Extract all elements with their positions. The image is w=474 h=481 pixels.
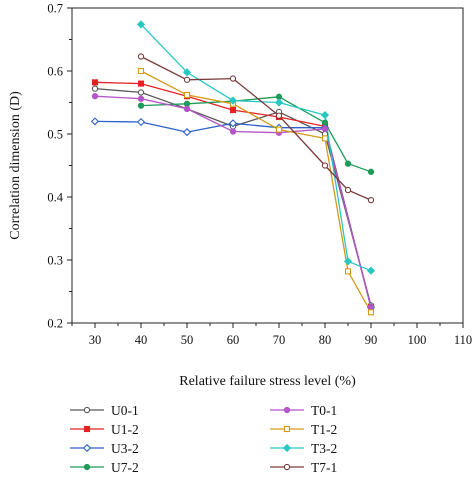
legend-item-u0-1: U0-1 [70,403,139,418]
x-tick-label: 40 [135,333,148,347]
y-axis: 0.2 0.3 0.4 0.5 0.6 0.7 [47,2,72,331]
legend-item-u1-2: U1-2 [70,422,139,437]
plot-frame [71,7,464,324]
data-point-t7-1 [183,76,191,83]
legend-swatch-marker [83,425,91,433]
series-line-t7-1 [140,55,372,201]
x-tick-label: 80 [319,333,332,347]
data-point-t3-2 [343,257,353,266]
x-tick-label: 110 [454,333,472,347]
x-tick-label: 30 [89,333,102,347]
data-point-t3-2 [182,68,192,77]
data-point-t7-1 [344,186,352,194]
legend-label: U3-2 [111,441,139,456]
data-point-t7-1 [321,162,329,169]
y-tick-label: 0.2 [47,317,63,331]
data-point-t7-1 [137,53,145,60]
data-point-t0-1 [137,95,145,102]
y-tick-label: 0.4 [47,191,63,205]
legend-label: U7-2 [111,460,139,475]
data-point-t0-1 [321,125,329,133]
legend-swatch-marker [283,406,291,414]
legend-label: U0-1 [111,403,139,418]
legend-label: T1-2 [311,422,337,437]
plot-series-lines [94,23,372,313]
x-tick-label: 70 [273,333,286,347]
data-point-t0-1 [367,304,375,311]
x-tick-label: 60 [227,333,240,347]
legend-item-t7-1: T7-1 [270,460,337,475]
data-point-t1-2 [367,309,375,316]
legend-item-t0-1: T0-1 [270,403,337,418]
legend-label: T7-1 [311,460,337,475]
data-point-u3-2 [228,119,238,128]
x-tick-label: 100 [408,333,427,347]
data-point-u7-2 [183,100,191,107]
legend: U0-1 U1-2 U3-2 U7-2 T0-1 T1-2 T3-2 T7-1 [70,403,337,475]
x-axis: 30 40 50 60 70 80 90 100 110 [71,323,472,347]
plot-series-markers [90,20,376,316]
data-point-u7-2 [344,160,352,167]
legend-item-u7-2: U7-2 [70,460,139,475]
data-point-t3-2 [136,20,146,29]
data-point-t1-2 [137,67,145,75]
y-tick-label: 0.7 [47,2,63,16]
y-axis-title: Correlation dimension (D) [8,91,23,240]
data-point-t3-2 [228,96,238,105]
legend-swatch-marker [283,425,291,433]
x-tick-label: 90 [365,333,378,347]
series-line-u7-2 [140,96,372,173]
data-point-t1-2 [344,268,352,275]
data-point-u0-1 [137,89,145,96]
y-tick-label: 0.6 [47,65,63,79]
data-point-t0-1 [91,93,99,100]
data-point-t1-2 [321,135,329,142]
x-axis-title: Relative failure stress level (%) [179,374,356,389]
legend-swatch-marker [82,443,92,453]
series-line-u1-2 [94,81,372,308]
legend-label: T0-1 [311,403,337,418]
x-tick-label: 50 [181,333,194,347]
data-point-t1-2 [183,91,191,98]
data-point-u1-2 [137,80,145,87]
data-point-u0-1 [91,85,99,92]
legend-label: U1-2 [111,422,139,437]
legend-item-t1-2: T1-2 [270,422,337,437]
data-point-t3-2 [366,266,376,275]
y-tick-label: 0.5 [47,128,63,142]
legend-swatch-marker [283,463,291,471]
data-point-t7-1 [275,112,283,119]
data-point-u7-2 [321,119,329,126]
data-point-t1-2 [275,126,283,133]
data-point-u3-2 [90,117,100,126]
data-point-t3-2 [320,111,330,120]
legend-swatch-marker [282,443,292,453]
data-point-u3-2 [182,128,192,137]
legend-swatch-marker [83,463,91,471]
data-point-u1-2 [229,107,237,114]
data-point-t0-1 [229,128,237,135]
data-point-u3-2 [136,117,146,127]
data-point-u7-2 [367,168,375,175]
series-line-t3-2 [140,23,372,272]
data-point-t7-1 [229,75,237,82]
data-point-t3-2 [274,98,284,107]
data-point-t0-1 [183,105,191,112]
legend-swatch-marker [83,406,91,414]
data-point-u7-2 [137,102,145,109]
y-tick-label: 0.3 [47,254,63,268]
data-point-u1-2 [91,79,99,86]
legend-item-u3-2: U3-2 [70,441,139,456]
legend-item-t3-2: T3-2 [270,441,337,456]
data-point-t7-1 [367,196,375,204]
legend-label: T3-2 [311,441,337,456]
